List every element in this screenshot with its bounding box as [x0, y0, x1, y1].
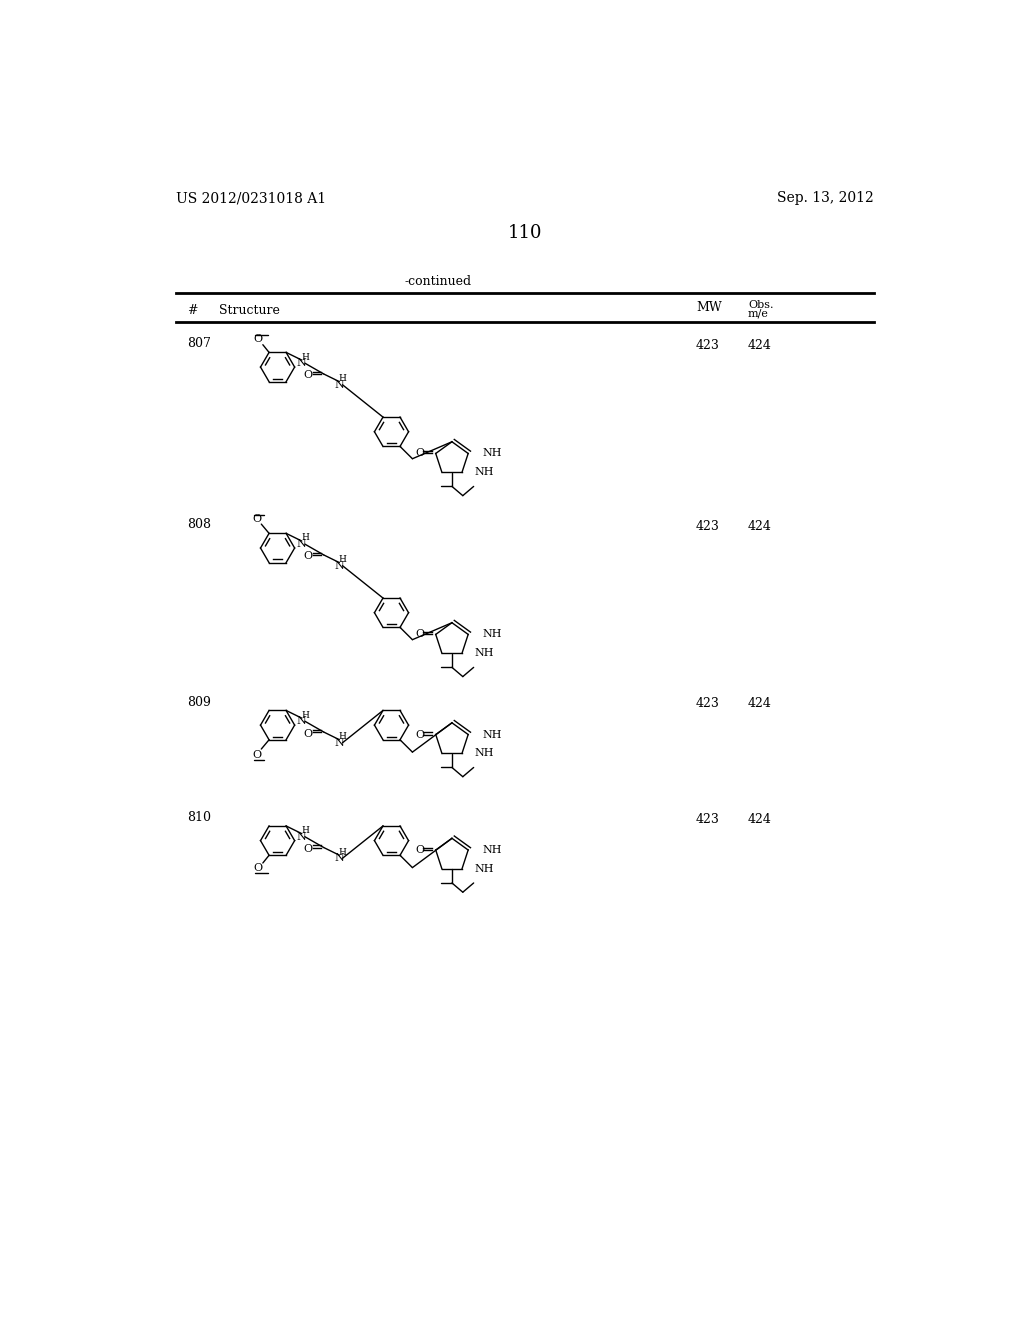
Text: O: O [254, 863, 263, 874]
Text: O: O [416, 449, 425, 458]
Text: MW: MW [696, 301, 722, 314]
Text: NH: NH [474, 748, 494, 759]
Text: 423: 423 [696, 520, 720, 532]
Text: O: O [416, 845, 425, 855]
Text: Obs.: Obs. [748, 300, 773, 310]
Text: 424: 424 [748, 520, 772, 532]
Text: 110: 110 [508, 224, 542, 242]
Text: NH: NH [482, 730, 502, 739]
Text: 424: 424 [748, 697, 772, 710]
Text: N: N [297, 717, 306, 726]
Text: N: N [335, 853, 344, 863]
Text: O: O [304, 552, 312, 561]
Text: Structure: Structure [219, 304, 281, 317]
Text: 807: 807 [187, 337, 211, 350]
Text: 423: 423 [696, 339, 720, 351]
Text: O: O [304, 729, 312, 739]
Text: 810: 810 [187, 812, 211, 825]
Text: H: H [339, 374, 346, 383]
Text: O: O [416, 730, 425, 739]
Text: O: O [416, 630, 425, 639]
Text: O: O [253, 515, 262, 524]
Text: NH: NH [482, 449, 502, 458]
Text: NH: NH [482, 845, 502, 855]
Text: NH: NH [474, 467, 494, 478]
Text: H: H [301, 710, 309, 719]
Text: N: N [335, 380, 344, 389]
Text: H: H [301, 533, 309, 543]
Text: m/e: m/e [748, 309, 769, 319]
Text: H: H [339, 847, 346, 857]
Text: O: O [304, 843, 312, 854]
Text: NH: NH [474, 865, 494, 874]
Text: O: O [254, 334, 263, 345]
Text: O: O [253, 750, 262, 760]
Text: H: H [339, 733, 346, 741]
Text: #: # [187, 304, 198, 317]
Text: 424: 424 [748, 813, 772, 826]
Text: 808: 808 [187, 517, 211, 531]
Text: US 2012/0231018 A1: US 2012/0231018 A1 [176, 191, 327, 206]
Text: NH: NH [482, 630, 502, 639]
Text: 423: 423 [696, 697, 720, 710]
Text: N: N [297, 358, 306, 368]
Text: H: H [301, 352, 309, 362]
Text: H: H [301, 826, 309, 836]
Text: 809: 809 [187, 696, 211, 709]
Text: Sep. 13, 2012: Sep. 13, 2012 [777, 191, 873, 206]
Text: H: H [339, 554, 346, 564]
Text: 423: 423 [696, 813, 720, 826]
Text: O: O [304, 371, 312, 380]
Text: -continued: -continued [404, 275, 472, 288]
Text: N: N [335, 738, 344, 748]
Text: 424: 424 [748, 339, 772, 351]
Text: N: N [297, 539, 306, 549]
Text: N: N [297, 832, 306, 842]
Text: NH: NH [474, 648, 494, 659]
Text: N: N [335, 561, 344, 570]
